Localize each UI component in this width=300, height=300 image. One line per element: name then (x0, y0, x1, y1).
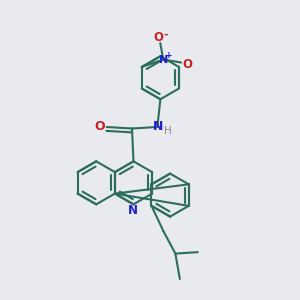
Text: N: N (153, 120, 164, 133)
Text: H: H (164, 127, 172, 136)
Text: +: + (165, 50, 172, 59)
Text: O: O (182, 58, 192, 70)
Text: O: O (95, 120, 105, 133)
Text: N: N (128, 204, 138, 218)
Text: O: O (154, 31, 164, 44)
Text: -: - (163, 30, 168, 40)
Text: N: N (159, 55, 168, 64)
